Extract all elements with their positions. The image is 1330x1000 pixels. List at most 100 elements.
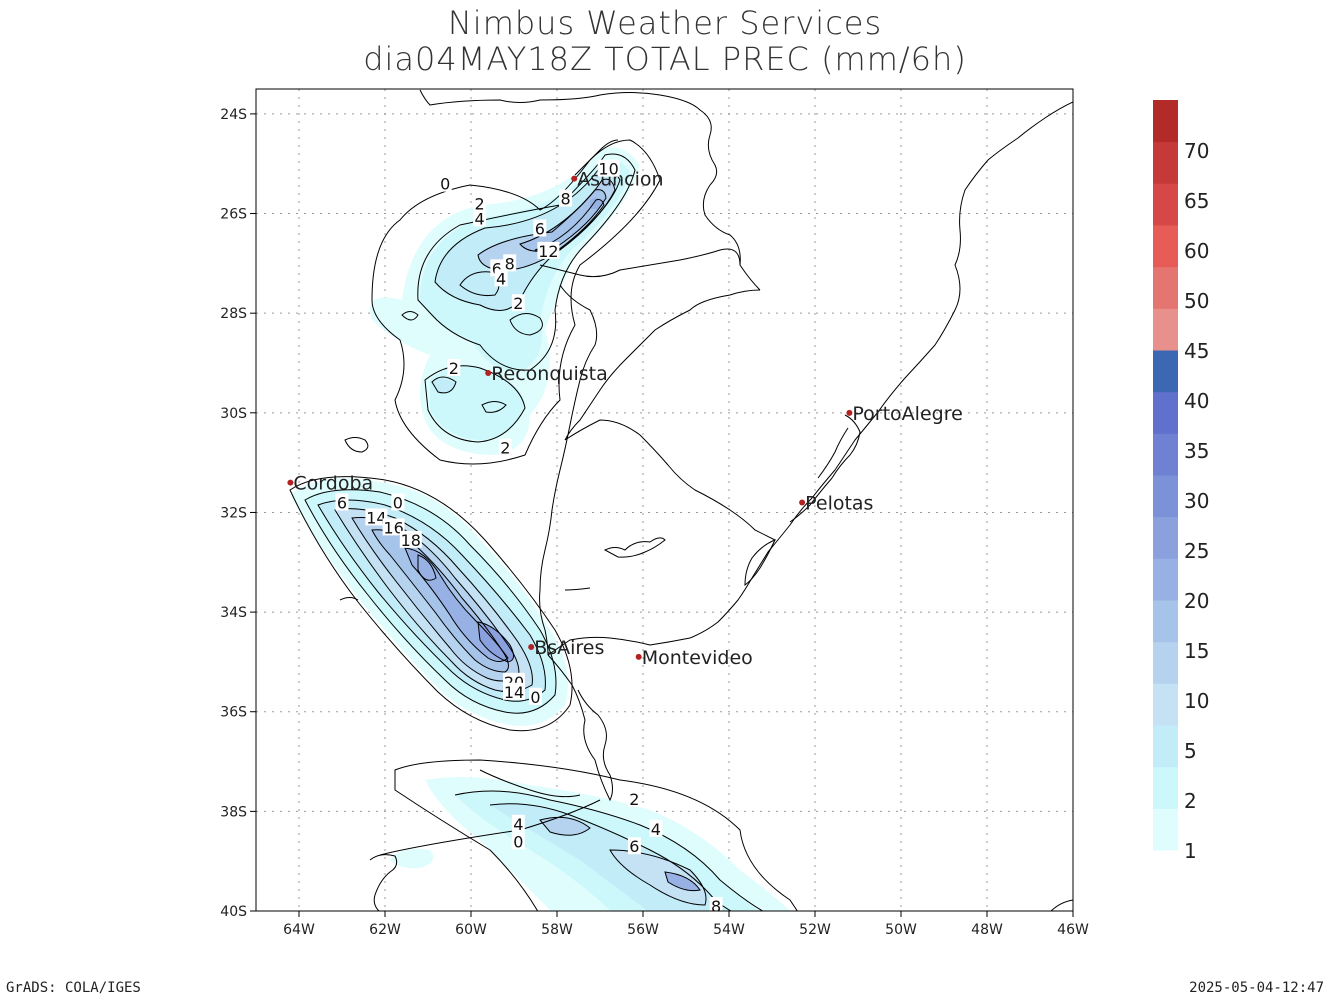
contour-label-bg [511,832,525,850]
city-label: Montevideo [642,647,753,669]
contour-label: 6 [535,219,545,238]
city-marker [287,479,294,486]
legend-level-label: 5 [1184,739,1197,763]
lon-tick-label: 60W [455,922,487,938]
contour-label: 14 [504,683,524,702]
city-marker [528,643,535,650]
legend-level-label: 60 [1184,239,1209,263]
legend-swatch [1153,433,1178,476]
legend-swatch [1153,350,1178,393]
contour-label-bg [649,819,663,837]
contour-label-bg [473,194,487,212]
contour-label-bg [447,358,461,376]
contour-label-bg [365,508,388,526]
legend-swatch [1153,600,1178,643]
contour-label-bg [382,518,405,536]
city-marker [799,499,806,506]
contour-label-bg [533,219,547,237]
footer-credit: GrADS: COLA/IGES [6,980,141,996]
lon-tick-label: 52W [799,922,831,938]
city-label: Cordoba [293,473,373,495]
lon-tick-label: 64W [283,922,315,938]
legend-level-label: 20 [1184,589,1209,613]
city-label: BsAires [534,637,604,659]
contour-label: 6 [337,493,347,512]
contour-label: 4 [651,820,661,839]
contour-label-bg [511,294,525,312]
lon-tick-label: 56W [627,922,659,938]
contour-label: 2 [513,294,523,313]
contour-label: 2 [500,439,510,458]
legend-level-label: 65 [1184,189,1209,213]
map-subtitle: dia04MAY18Z TOTAL PREC (mm/6h) [363,40,967,78]
contour-label: 0 [513,832,523,851]
contour-label: 6 [492,259,502,278]
lat-tick-label: 38S [220,804,247,820]
city-markers: Asuncion Reconquista PortoAlegre Cordoba Pel… [287,169,963,669]
contour-label: 10 [598,160,618,179]
legend-level-label: 40 [1184,389,1209,413]
contour-label: 2 [449,359,459,378]
legend-swatch [1153,100,1178,143]
lon-tick-label: 62W [369,922,401,938]
footer-timestamp: 2025-05-04-12:47 [1189,980,1324,996]
contour-label: 0 [530,688,540,707]
legend-level-label: 15 [1184,639,1209,663]
legend-swatch [1153,475,1178,518]
lat-tick-label: 36S [220,705,247,721]
legend-level-label: 25 [1184,539,1209,563]
contour-label: 2 [475,195,485,214]
precipitation-shading [290,147,791,911]
contour-label: 18 [401,531,421,550]
contour-label: 2 [629,790,639,809]
contour-label-bg [335,493,349,511]
legend-swatch [1153,141,1178,184]
legend-level-label: 1 [1184,839,1197,863]
city-marker [485,369,492,376]
lon-tick-label: 50W [885,922,917,938]
legend-level-label: 30 [1184,489,1209,513]
contour-label: 16 [383,518,403,537]
legend-swatch [1153,683,1178,726]
contour-label: 4 [496,269,506,288]
map-title: Nimbus Weather Services [447,4,883,42]
lon-tick-label: 54W [713,922,745,938]
lat-tick-label: 32S [220,505,247,521]
contour-label-bg [511,814,525,832]
contour-label-bg [627,837,641,855]
legend-level-label: 10 [1184,689,1209,713]
legend-swatch [1153,808,1178,851]
legend-level-label: 70 [1184,139,1209,163]
contour-label-bg [709,897,723,911]
contour-label-bg [503,254,517,272]
lon-tick-label: 46W [1057,922,1089,938]
contour-label-bg [537,241,560,259]
contour-label-bg [597,159,620,177]
contour-label: 8 [711,897,721,916]
lat-tick-label: 30S [220,406,247,422]
contour-label: 6 [629,837,639,856]
city-marker [635,653,642,660]
city-label: PortoAlegre [852,403,962,425]
contour-label-bg [399,530,422,548]
contour-label: 12 [538,242,558,261]
contour-label-bg [391,493,405,511]
lat-tick-label: 24S [220,107,247,123]
legend-level-label: 2 [1184,789,1197,813]
axis-ticks: 64W 62W 60W 58W 56W 54W 52W 50W 48W 46W 24S 26S 28S 3… [220,107,1089,938]
legend-level-label: 45 [1184,339,1209,363]
contour-label: 14 [366,508,386,527]
legend-swatch [1153,391,1178,434]
contour-label: 8 [561,190,571,209]
coastlines-and-borders [339,89,1073,911]
city-label: Reconquista [491,363,608,385]
lat-tick-label: 34S [220,605,247,621]
map-frame [255,88,1074,912]
contour-label-bg [529,687,542,705]
lon-tick-label: 48W [971,922,1003,938]
city-label: Asuncion [577,169,663,191]
city-label: Pelotas [805,492,873,514]
lat-tick-label: 28S [220,306,247,322]
